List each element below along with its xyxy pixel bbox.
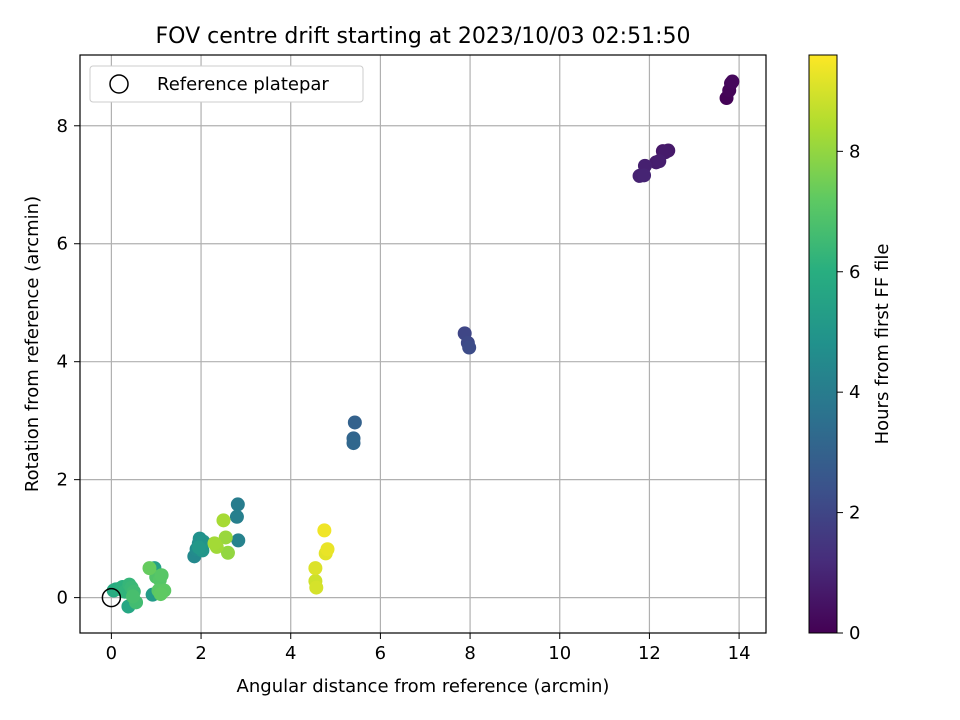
- x-tick-label: 8: [464, 643, 475, 664]
- data-point: [320, 542, 335, 557]
- y-axis-label: Rotation from reference (arcmin): [22, 196, 43, 492]
- data-point: [725, 74, 740, 89]
- data-point: [153, 587, 168, 602]
- y-tick-label: 0: [57, 588, 68, 609]
- legend-entry-reference: Reference platepar: [157, 74, 329, 95]
- data-point: [317, 523, 332, 538]
- x-tick-label: 6: [375, 643, 386, 664]
- x-tick-label: 12: [638, 643, 661, 664]
- colorbar-gradient: [808, 54, 838, 634]
- y-tick-label: 2: [57, 470, 68, 491]
- data-point: [308, 561, 323, 576]
- x-axis-ticks: 0 2 4 6 8 10 12 14: [106, 633, 751, 664]
- colorbar-tick-label: 4: [849, 382, 860, 403]
- data-point: [230, 497, 245, 512]
- reference-platepar-marker: [101, 587, 122, 608]
- plot-frame: [79, 54, 767, 634]
- legend-marker-reference: [109, 74, 129, 94]
- colorbar: 0 2 4 6 8 Hours from first FF file: [808, 54, 893, 644]
- legend-box: [89, 65, 364, 103]
- x-tick-label: 10: [548, 643, 571, 664]
- data-point: [216, 513, 231, 528]
- y-tick-label: 8: [57, 116, 68, 137]
- colorbar-label: Hours from first FF file: [872, 244, 893, 445]
- colorbar-ticks: 0 2 4 6 8: [837, 141, 860, 644]
- data-point: [637, 168, 652, 183]
- data-point: [207, 536, 222, 551]
- colorbar-tick-label: 2: [849, 503, 860, 524]
- y-axis-ticks: 0 2 4 6 8: [57, 116, 80, 609]
- data-point: [220, 545, 235, 560]
- data-point: [154, 568, 169, 583]
- data-point: [462, 340, 477, 355]
- data-point: [346, 436, 361, 451]
- data-point: [347, 415, 362, 430]
- y-tick-label: 6: [57, 234, 68, 255]
- data-point: [652, 154, 667, 169]
- data-point: [309, 580, 324, 595]
- x-tick-label: 4: [285, 643, 296, 664]
- data-point: [125, 589, 140, 604]
- chart-title: FOV centre drift starting at 2023/10/03 …: [156, 24, 691, 49]
- data-point: [218, 530, 233, 545]
- colorbar-tick-label: 6: [849, 262, 860, 283]
- x-tick-label: 0: [106, 643, 117, 664]
- x-tick-label: 2: [195, 643, 206, 664]
- data-point: [142, 561, 157, 576]
- x-tick-label: 14: [728, 643, 751, 664]
- grid-lines: [80, 55, 766, 633]
- data-point: [231, 533, 246, 548]
- data-points: [106, 74, 740, 614]
- colorbar-tick-label: 0: [849, 623, 860, 644]
- colorbar-tick-label: 8: [849, 141, 860, 162]
- y-tick-label: 4: [57, 352, 68, 373]
- data-point: [229, 509, 244, 524]
- legend: Reference platepar: [89, 65, 364, 103]
- data-point: [191, 540, 206, 555]
- x-axis-label: Angular distance from reference (arcmin): [237, 676, 610, 697]
